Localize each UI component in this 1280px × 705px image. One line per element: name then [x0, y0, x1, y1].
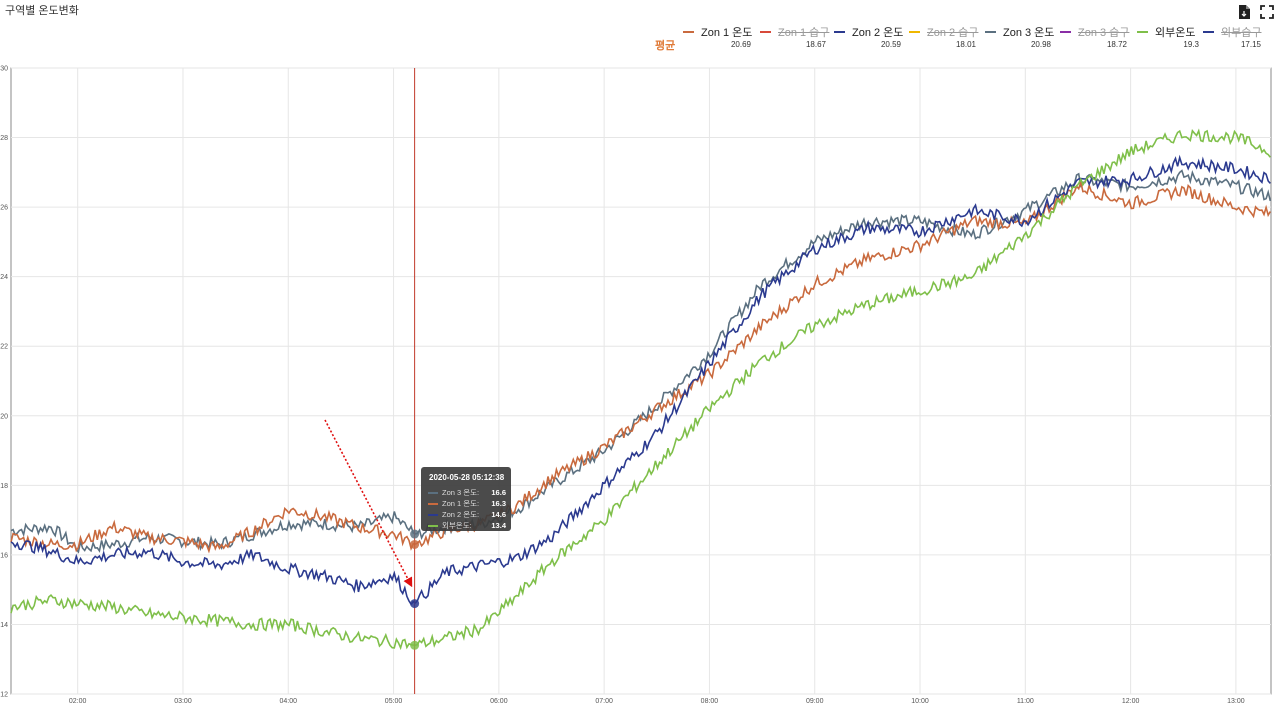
legend-item[interactable]: Zon 3 습구	[1060, 24, 1129, 40]
tooltip-series-name: 외부온도:	[442, 521, 472, 530]
legend-swatch	[834, 31, 845, 33]
tooltip-value: 14.6	[491, 510, 506, 519]
y-axis: 12 14 16 18 20 22 24 26 28 30	[0, 66, 8, 699]
legend-average: 18.72	[1106, 40, 1127, 49]
chart-tooltip: 2020-05-28 05:12:38 Zon 3 온도: 16.6 Zon 1 온…	[421, 467, 511, 531]
x-tick-label: 07:00	[595, 698, 613, 705]
legend-label: Zon 3 습구	[1078, 27, 1130, 39]
tooltip-row: Zon 3 온도: 16.6	[428, 487, 506, 498]
tooltip-value: 16.3	[491, 499, 506, 508]
y-tick-label: 26	[0, 205, 8, 212]
tooltip-series-name: Zon 3 온도:	[442, 488, 480, 497]
legend-label: Zon 1 습구	[778, 27, 830, 39]
legend: Zon 1 온도 20.69 Zon 1 습구 18.67 Zon 2 온도 20.59 Z…	[0, 0, 1280, 60]
toolbar	[1238, 5, 1274, 19]
y-tick-label: 24	[0, 274, 8, 281]
legend-label: 외부습구	[1221, 27, 1262, 39]
legend-label: Zon 2 습구	[927, 27, 979, 39]
x-tick-label: 03:00	[174, 698, 192, 705]
legend-swatch	[1060, 31, 1071, 33]
legend-item[interactable]: Zon 3 온도	[985, 24, 1054, 40]
x-axis: 02:00 03:00 04:00 05:00 06:00 07:00 08:00 09:00…	[69, 698, 1245, 705]
average-label: 평균	[655, 40, 676, 52]
x-tick-label: 11:00	[1017, 698, 1034, 705]
y-tick-label: 22	[0, 344, 8, 351]
tooltip-value: 13.4	[491, 521, 506, 530]
x-tick-label: 09:00	[806, 698, 824, 705]
legend-average: 20.59	[880, 40, 901, 49]
legend-item[interactable]: Zon 1 온도	[683, 24, 752, 40]
tooltip-time: 2020-05-28 05:12:38	[429, 473, 505, 482]
x-tick-label: 05:00	[385, 698, 403, 705]
legend-average: 19.3	[1183, 40, 1199, 49]
hover-point	[410, 599, 420, 609]
chart-grid	[10, 67, 1272, 695]
y-tick-label: 16	[0, 552, 8, 559]
legend-item[interactable]: Zon 2 습구	[909, 24, 978, 40]
legend-item[interactable]: Zon 2 온도	[834, 24, 903, 40]
series-line[interactable]	[10, 179, 1271, 554]
legend-label: 외부온도	[1155, 27, 1196, 39]
y-tick-label: 12	[0, 692, 8, 699]
legend-label: Zon 2 온도	[852, 27, 904, 39]
legend-average: 18.01	[955, 40, 976, 49]
y-tick-label: 20	[0, 413, 8, 420]
tooltip-swatch	[428, 513, 438, 516]
series-line[interactable]	[10, 128, 1271, 651]
x-tick-label: 10:00	[911, 698, 929, 705]
x-tick-label: 06:00	[490, 698, 508, 705]
tooltip-value: 16.6	[491, 488, 506, 497]
x-tick-label: 12:00	[1122, 698, 1140, 705]
hover-point	[410, 529, 420, 539]
legend-swatch	[1203, 31, 1214, 33]
plot-area-border	[10, 67, 1272, 695]
y-tick-label: 14	[0, 622, 8, 629]
legend-swatch	[909, 31, 920, 33]
legend-average: 17.15	[1240, 40, 1261, 49]
hover-point	[410, 640, 420, 650]
crosshair-markers	[410, 529, 420, 650]
tooltip-swatch	[428, 491, 438, 494]
legend-average: 18.67	[805, 40, 826, 49]
legend-swatch	[1137, 31, 1148, 33]
y-tick-label: 28	[0, 135, 8, 142]
legend-average: 20.98	[1030, 40, 1051, 49]
y-tick-label: 30	[0, 66, 8, 73]
legend-swatch	[683, 31, 694, 33]
series-line[interactable]	[10, 169, 1272, 554]
fullscreen-icon[interactable]	[1260, 5, 1274, 19]
tooltip-series-name: Zon 2 온도:	[442, 510, 480, 519]
legend-swatch	[985, 31, 996, 33]
legend-label: Zon 3 온도	[1003, 27, 1055, 39]
legend-label: Zon 1 온도	[701, 27, 753, 39]
tooltip-swatch	[428, 502, 438, 505]
annotation-arrow	[324, 419, 413, 588]
legend-average: 20.69	[730, 40, 751, 49]
series-lines	[10, 128, 1272, 651]
legend-item[interactable]: 외부온도	[1137, 24, 1195, 40]
tooltip-swatch	[428, 524, 438, 527]
legend-item[interactable]: 외부습구	[1203, 24, 1261, 40]
x-tick-label: 04:00	[280, 698, 298, 705]
legend-swatch	[760, 31, 771, 33]
tooltip-series-name: Zon 1 온도:	[442, 499, 480, 508]
y-tick-label: 18	[0, 483, 8, 490]
x-tick-label: 02:00	[69, 698, 87, 705]
x-tick-label: 13:00	[1227, 698, 1245, 705]
tooltip-row: Zon 2 온도: 14.6	[428, 509, 506, 520]
tooltip-row: Zon 1 온도: 16.3	[428, 498, 506, 509]
file-export-icon[interactable]	[1238, 5, 1252, 19]
x-tick-label: 08:00	[701, 698, 719, 705]
chart-title: 구역별 온도변화	[5, 5, 79, 17]
series-line[interactable]	[10, 154, 1271, 606]
hover-point	[410, 539, 420, 549]
legend-item[interactable]: Zon 1 습구	[760, 24, 829, 40]
tooltip-row: 외부온도: 13.4	[428, 520, 506, 531]
